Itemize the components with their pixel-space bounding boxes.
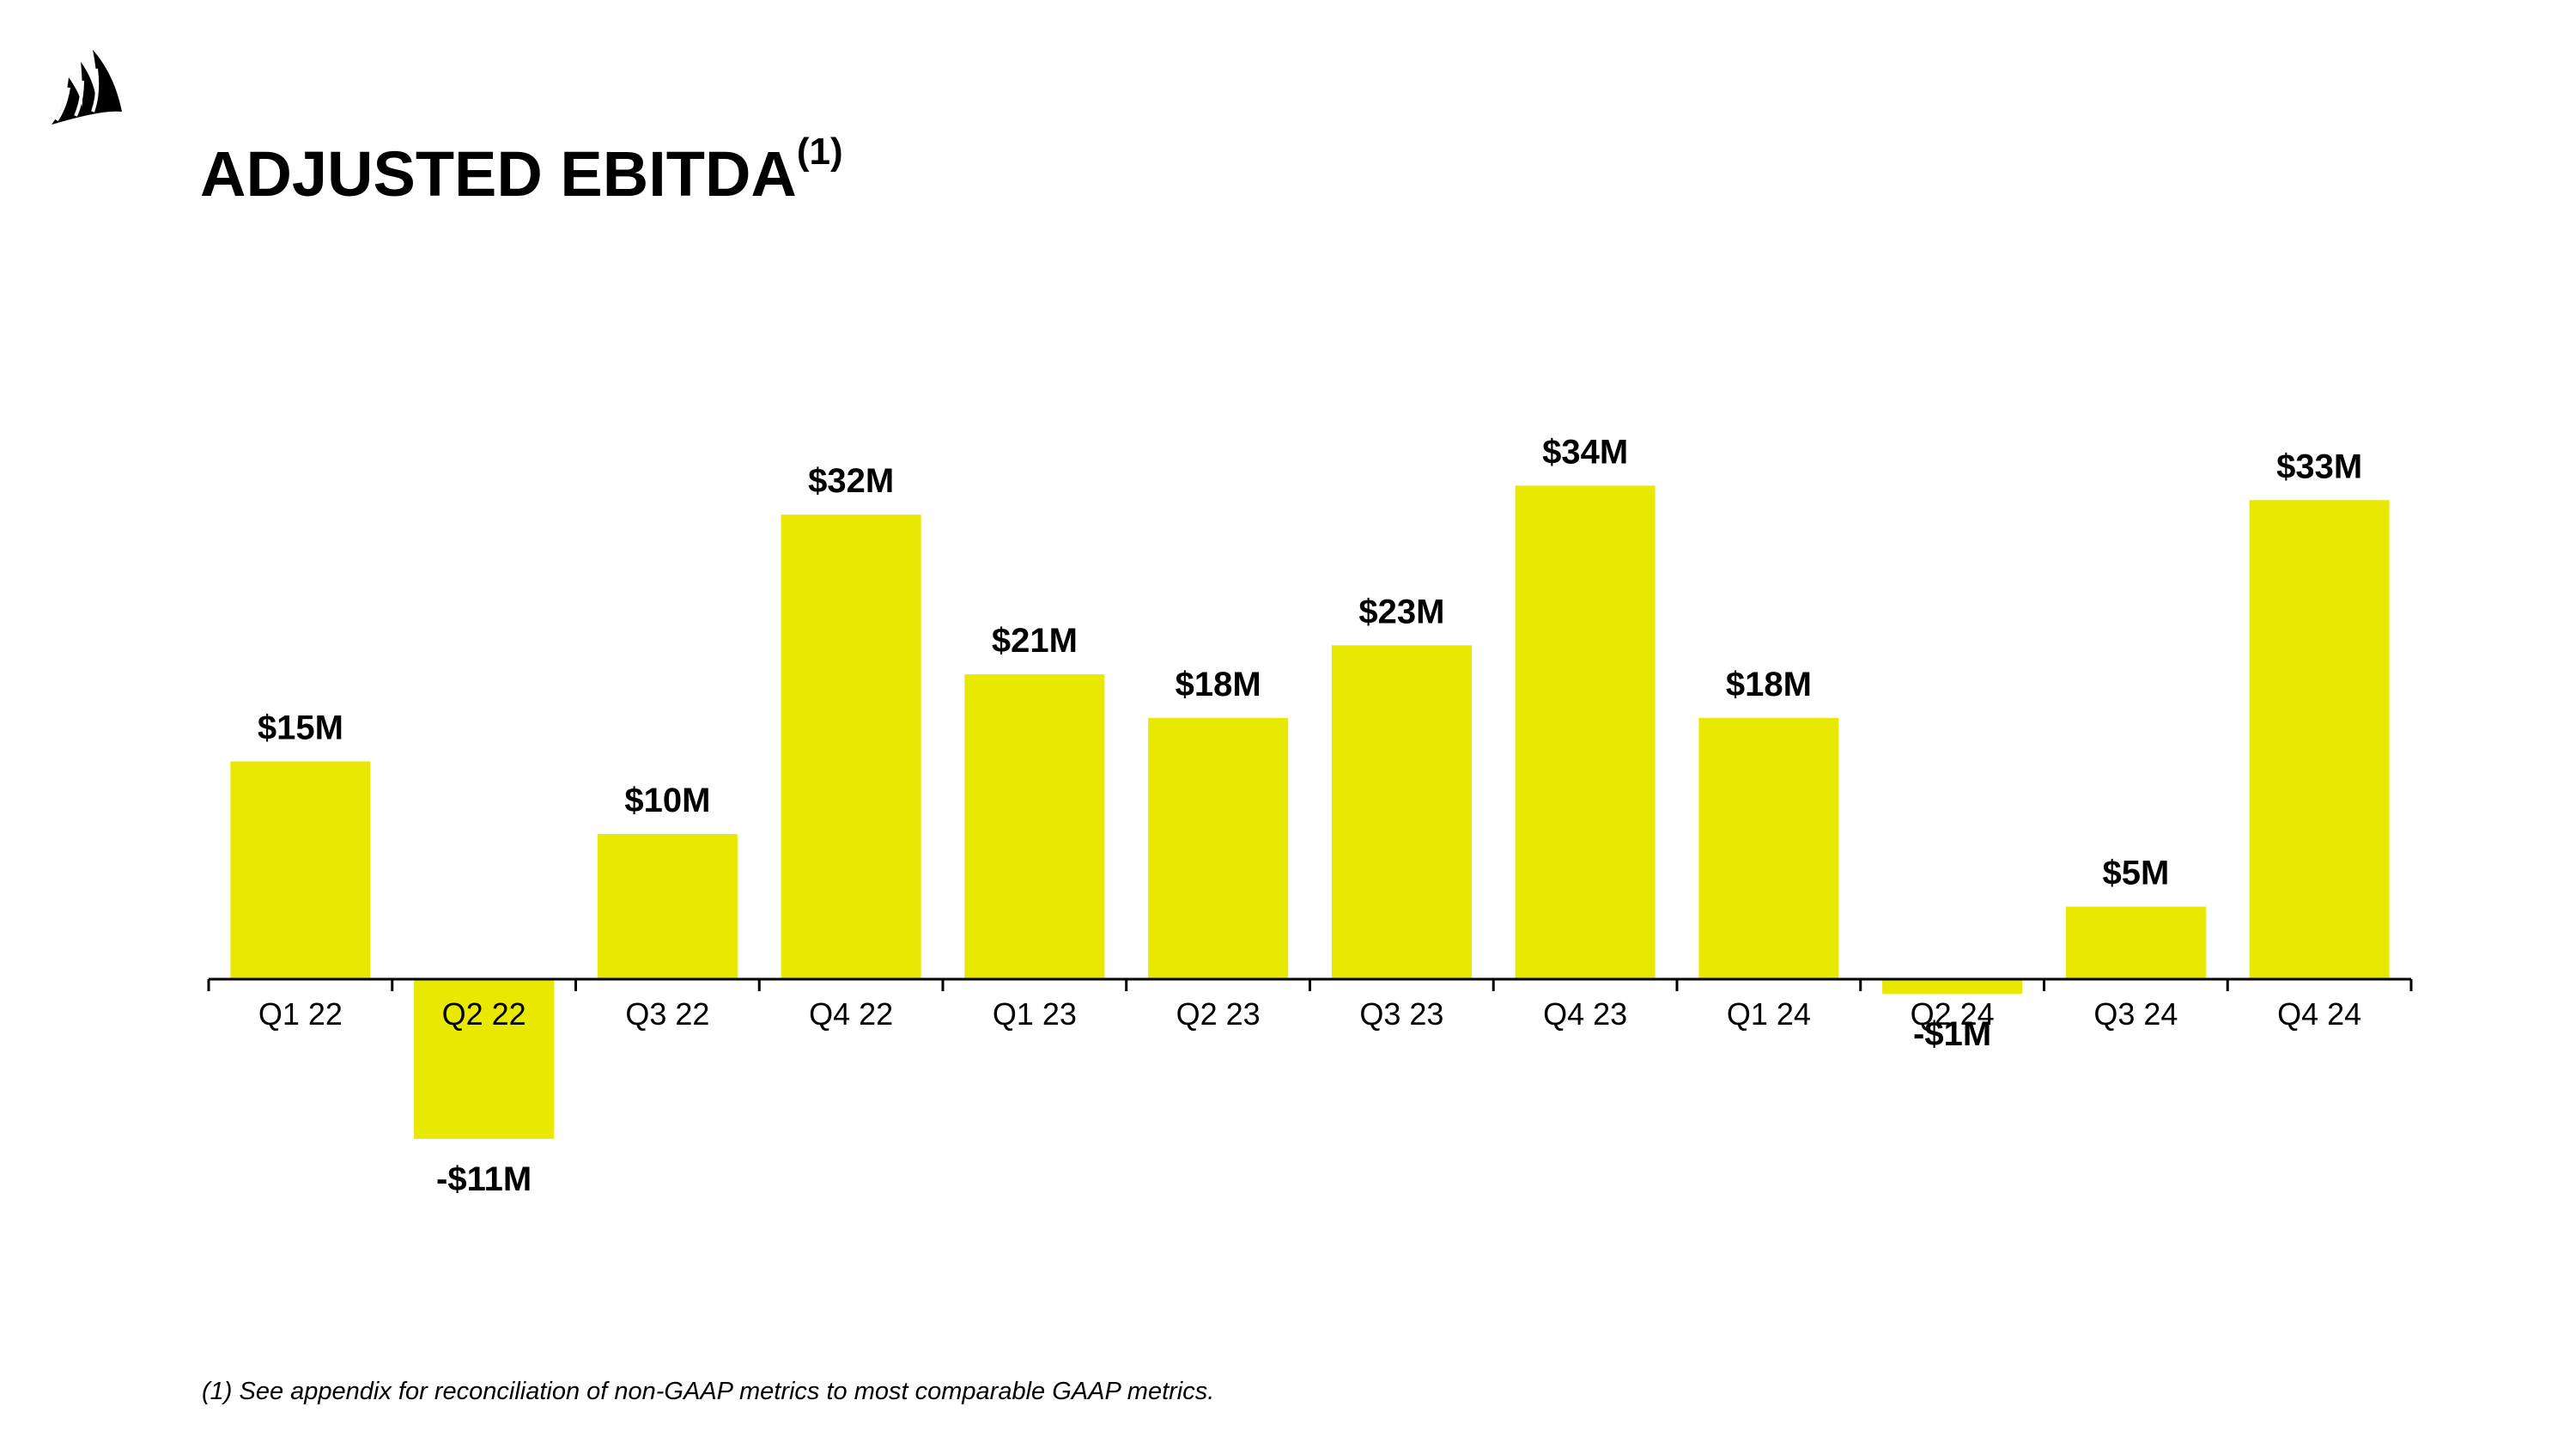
footnote: (1) See appendix for reconciliation of n… bbox=[202, 1378, 1215, 1405]
data-label: $18M bbox=[1726, 666, 1812, 703]
category-label: Q4 24 bbox=[2277, 996, 2361, 1032]
bar bbox=[414, 979, 555, 1139]
bar bbox=[2249, 500, 2390, 979]
category-label: Q2 24 bbox=[1911, 996, 1995, 1032]
category-label: Q3 23 bbox=[1359, 996, 1443, 1032]
category-label: Q1 24 bbox=[1727, 996, 1811, 1032]
bar bbox=[1148, 717, 1289, 979]
bar bbox=[597, 834, 738, 979]
category-label: Q2 22 bbox=[442, 996, 526, 1032]
category-label: Q3 24 bbox=[2093, 996, 2178, 1032]
bar bbox=[230, 761, 371, 979]
bar bbox=[1515, 485, 1656, 979]
bar bbox=[2065, 906, 2206, 979]
data-label: -$11M bbox=[436, 1160, 532, 1198]
sails-logo-icon bbox=[52, 50, 122, 125]
data-label: $5M bbox=[2102, 855, 2169, 892]
data-label: $10M bbox=[624, 782, 710, 819]
chart-title: ADJUSTED EBITDA(1) bbox=[200, 131, 843, 210]
bar bbox=[1698, 717, 1839, 979]
data-label: $33M bbox=[2276, 447, 2362, 485]
category-label: Q4 23 bbox=[1543, 996, 1627, 1032]
bar bbox=[1882, 979, 2023, 994]
data-label: $15M bbox=[258, 709, 343, 747]
category-label: Q1 23 bbox=[993, 996, 1077, 1032]
category-label: Q1 22 bbox=[258, 996, 343, 1032]
category-label: Q4 22 bbox=[809, 996, 893, 1032]
data-label: $32M bbox=[808, 462, 894, 500]
category-label: Q2 23 bbox=[1176, 996, 1261, 1032]
bar bbox=[964, 674, 1105, 979]
bar bbox=[1331, 645, 1472, 979]
category-label: Q3 22 bbox=[625, 996, 709, 1032]
title-footnote-marker: (1) bbox=[796, 131, 843, 173]
data-label: $18M bbox=[1176, 666, 1261, 703]
data-label: $23M bbox=[1358, 593, 1444, 630]
data-label: $21M bbox=[992, 622, 1078, 660]
bar bbox=[781, 514, 921, 979]
data-label: $34M bbox=[1542, 433, 1628, 471]
chart-title-text: ADJUSTED EBITDA bbox=[200, 138, 797, 210]
data-label: -$1M bbox=[1913, 1015, 1991, 1053]
